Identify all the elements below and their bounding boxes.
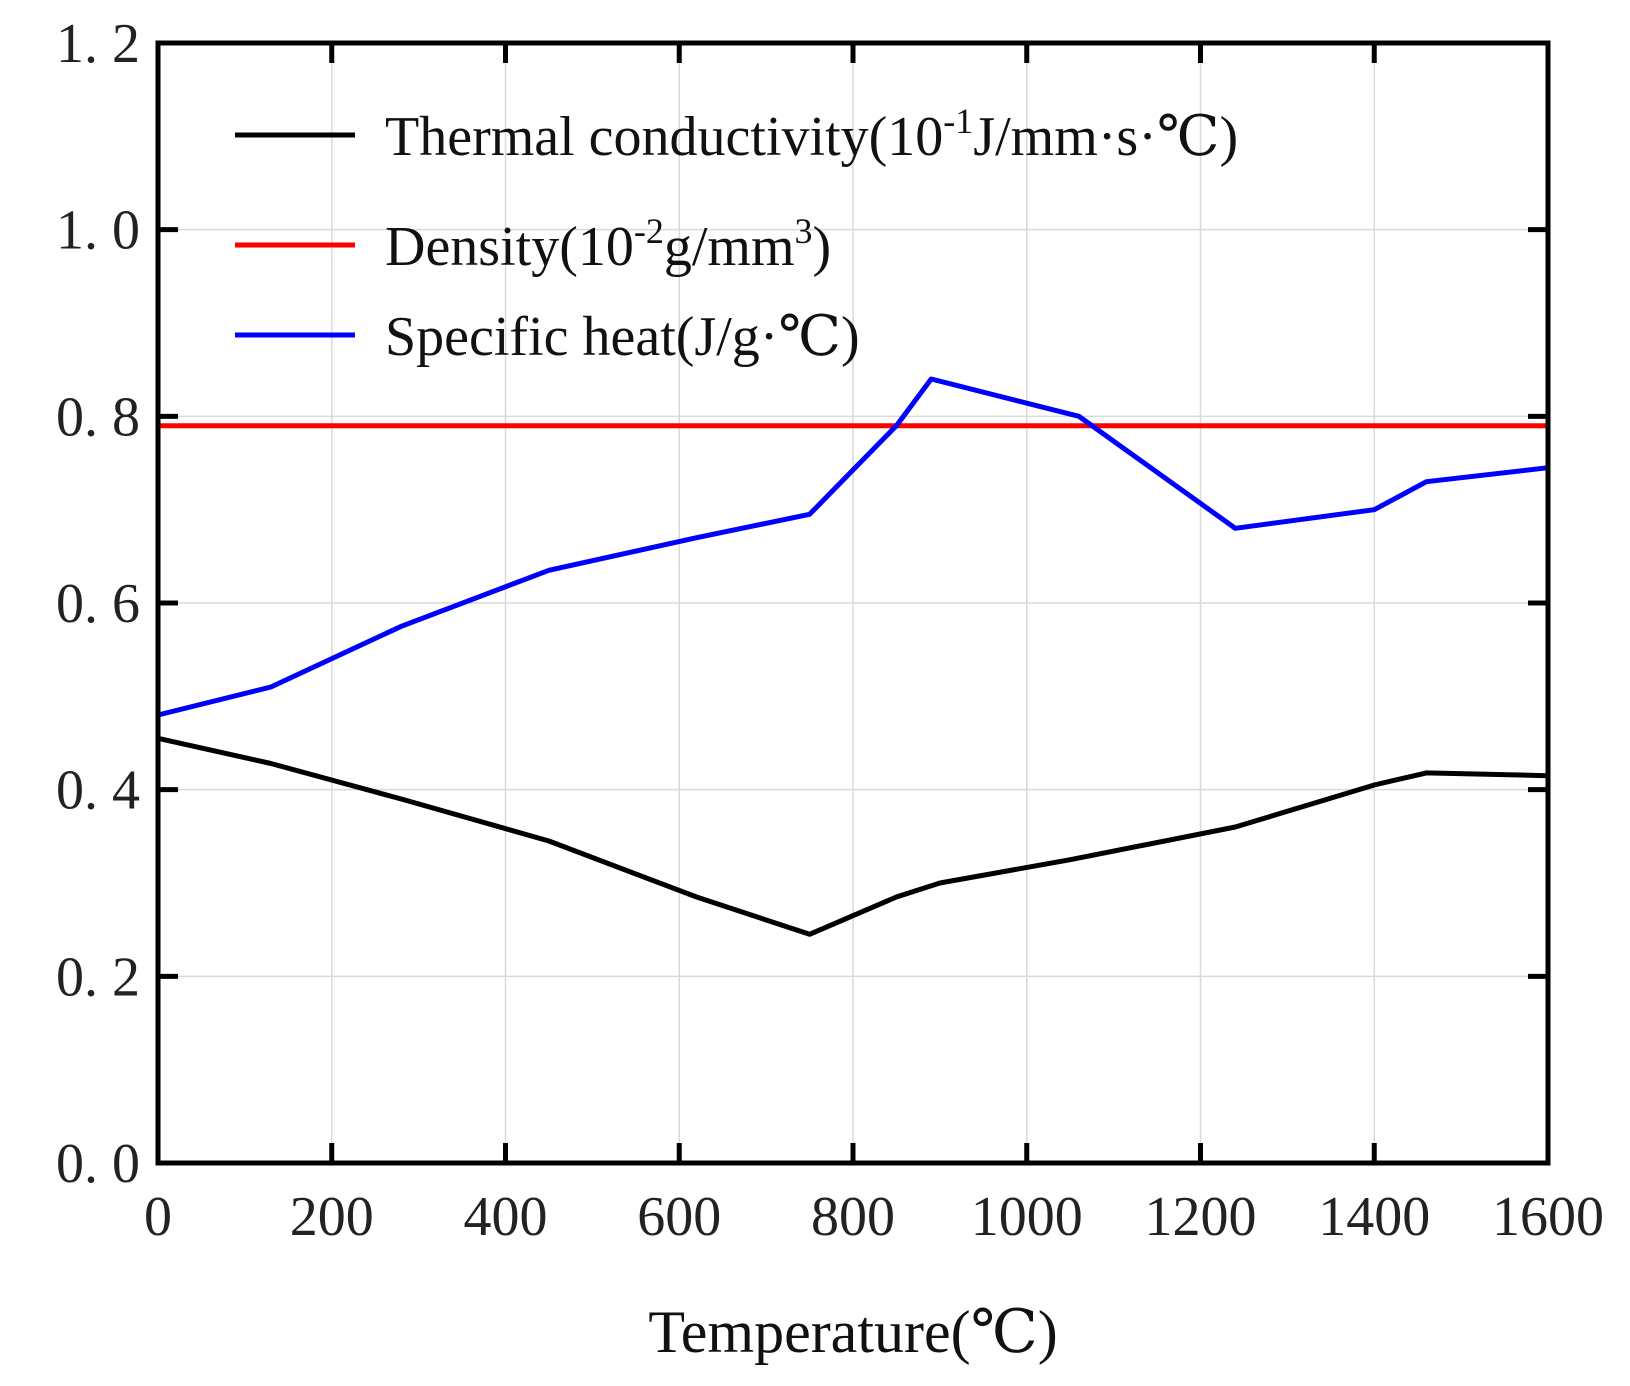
legend: Thermal conductivity(10-1J/mm·s·℃) Densit… (235, 101, 1238, 368)
x-tick-label: 600 (637, 1186, 721, 1248)
y-tick-label: 0. 4 (56, 760, 140, 822)
x-tick-label: 1000 (971, 1186, 1083, 1248)
legend-item-density: Density(10-2g/mm3) (235, 211, 831, 278)
x-tick-label: 1600 (1492, 1186, 1604, 1248)
legend-item-specific-heat: Specific heat(J/g·℃) (235, 306, 860, 368)
x-tick-label: 200 (290, 1186, 374, 1248)
specific-heat-line (155, 376, 1551, 718)
legend-label: Thermal conductivity(10-1J/mm·s·℃) (385, 101, 1238, 168)
y-tick-label: 0. 0 (56, 1133, 140, 1195)
legend-item-thermal-conductivity: Thermal conductivity(10-1J/mm·s·℃) (235, 101, 1238, 168)
legend-label: Specific heat(J/g·℃) (385, 306, 860, 368)
thermal-conductivity-line (155, 735, 1551, 937)
y-tick-label: 1. 0 (56, 200, 140, 262)
tick-marks (155, 40, 1551, 1166)
x-tick-label: 1400 (1318, 1186, 1430, 1248)
y-tick-label: 0. 2 (56, 946, 140, 1008)
grid (158, 43, 1548, 1163)
y-tick-label: 1. 2 (56, 13, 140, 75)
legend-label: Density(10-2g/mm3) (385, 211, 831, 278)
y-tick-label: 0. 6 (56, 573, 140, 635)
x-tick-labels: 0 200 400 600 800 1000 1200 1400 1600 (144, 1186, 1604, 1248)
y-tick-labels: 0. 0 0. 2 0. 4 0. 6 0. 8 1. 0 1. 2 (56, 13, 140, 1195)
x-tick-label: 800 (811, 1186, 895, 1248)
x-tick-label: 400 (464, 1186, 548, 1248)
x-axis-title: Temperature(℃) (648, 1299, 1057, 1365)
series-layer (155, 376, 1551, 937)
y-tick-label: 0. 8 (56, 386, 140, 448)
x-tick-label: 1200 (1145, 1186, 1257, 1248)
x-tick-label: 0 (144, 1186, 172, 1248)
